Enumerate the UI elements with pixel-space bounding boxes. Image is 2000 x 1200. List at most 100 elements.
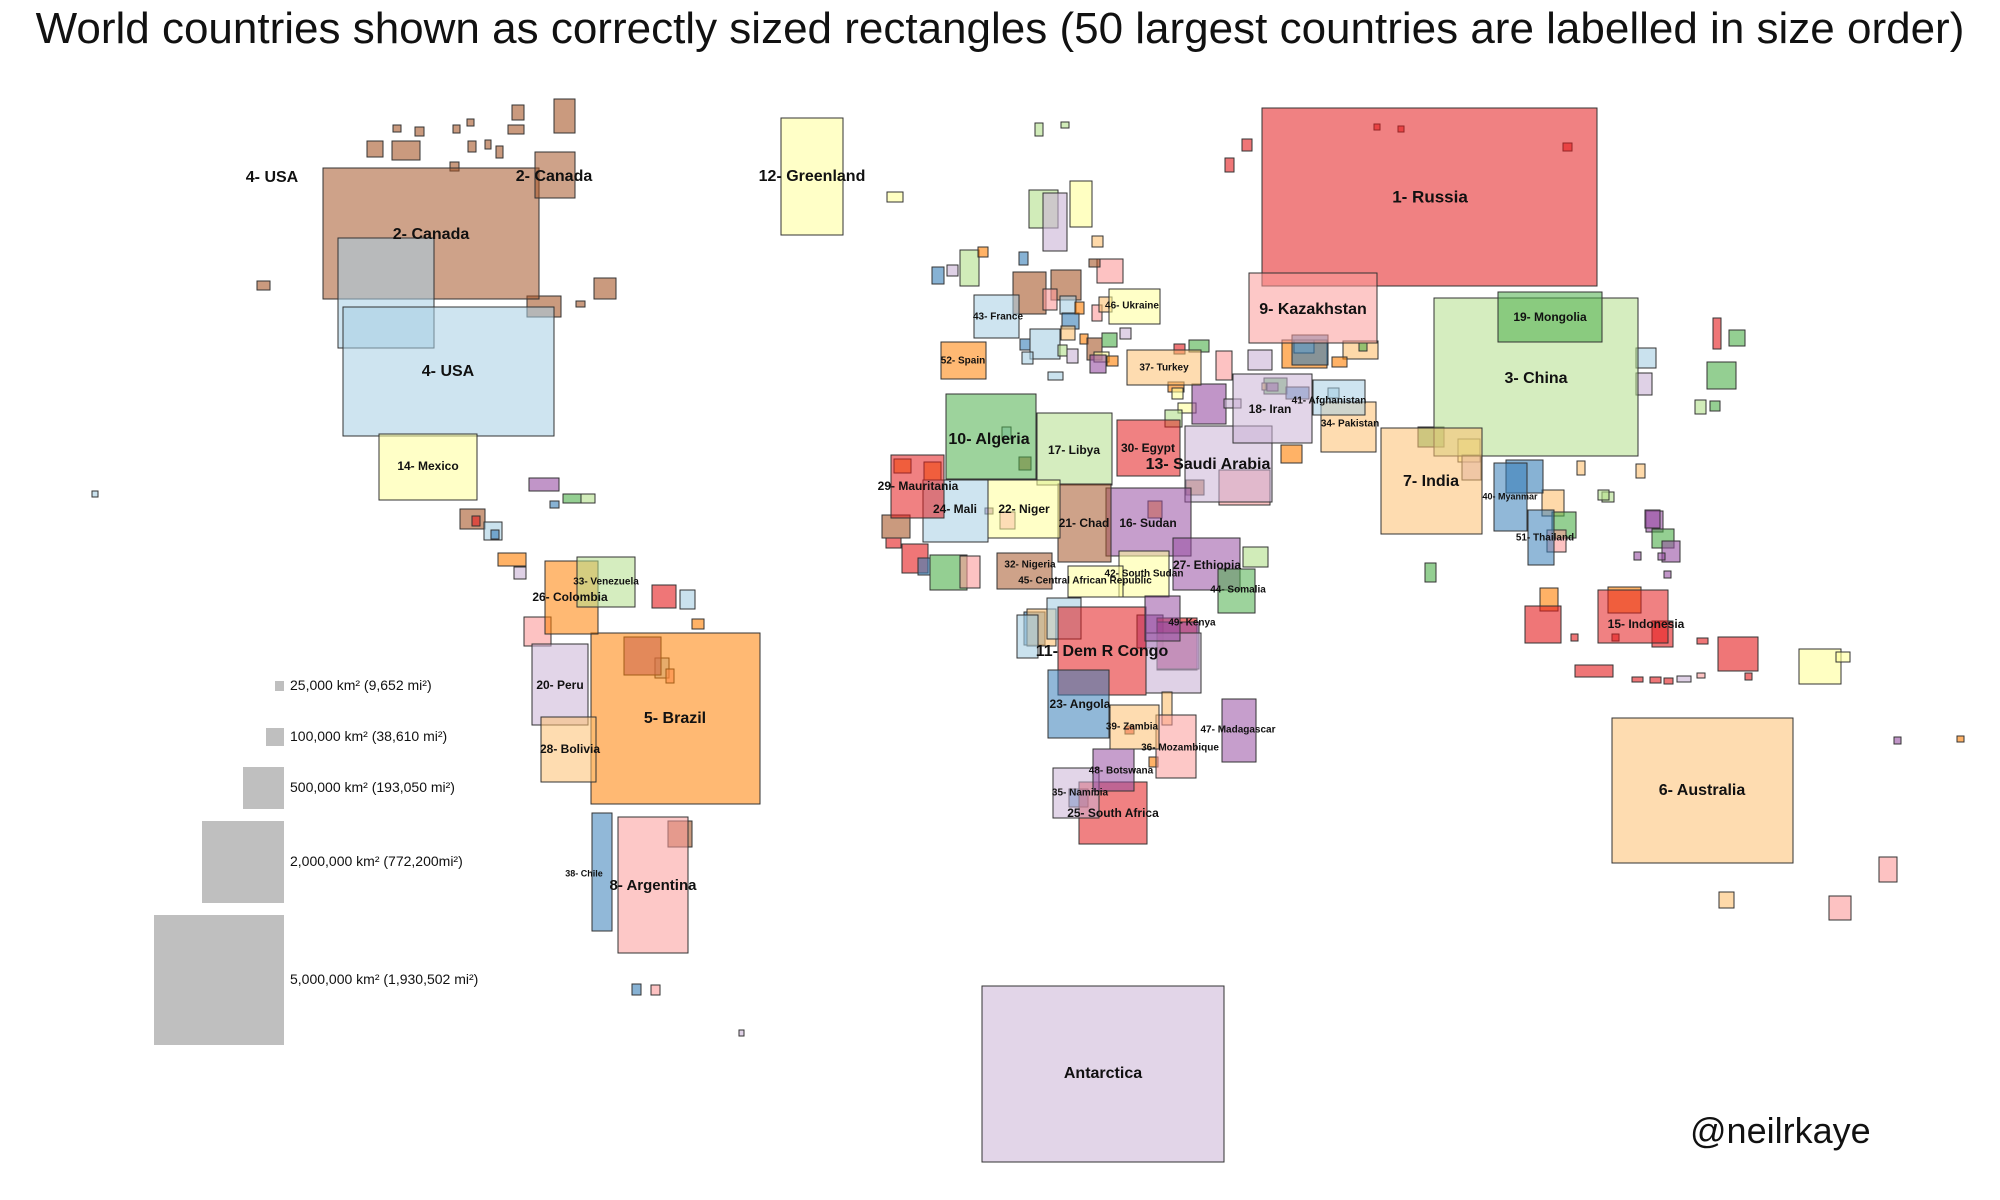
country-rect bbox=[1088, 258, 1101, 268]
country-rect bbox=[1060, 325, 1076, 341]
country bbox=[1527, 509, 1555, 566]
country-rect bbox=[1042, 288, 1058, 311]
country-rect bbox=[1118, 550, 1170, 598]
country-rect bbox=[1057, 344, 1068, 357]
country-rect bbox=[1649, 676, 1662, 684]
country bbox=[1380, 427, 1483, 535]
country-label: 9- Kazakhstan bbox=[1259, 301, 1367, 318]
country-rect bbox=[946, 264, 959, 277]
country-label: 26- Colombia bbox=[532, 590, 608, 604]
country-rect bbox=[1712, 317, 1722, 350]
country-rect bbox=[977, 246, 989, 258]
country-label: 42- South Sudan bbox=[1105, 569, 1184, 580]
country-label: 11- Dem R Congo bbox=[1036, 643, 1169, 660]
country-rect bbox=[1676, 675, 1692, 683]
country bbox=[342, 306, 555, 437]
country-label: 20- Peru bbox=[536, 678, 583, 692]
country-rect bbox=[1145, 632, 1202, 694]
country-label: 2- Canada bbox=[393, 226, 470, 243]
country bbox=[1261, 107, 1598, 287]
country-rect bbox=[580, 493, 596, 504]
country-rect bbox=[1597, 489, 1610, 501]
country bbox=[1036, 412, 1113, 486]
country-rect bbox=[484, 139, 492, 150]
country-label: 49- Kenya bbox=[1168, 618, 1216, 629]
country-rect bbox=[513, 566, 527, 580]
country bbox=[780, 117, 844, 236]
country bbox=[940, 341, 987, 380]
country-rect bbox=[1331, 356, 1348, 368]
country-label: 4- USA bbox=[246, 169, 299, 186]
country-rect bbox=[507, 124, 525, 135]
country bbox=[378, 433, 478, 501]
country-rect bbox=[959, 249, 980, 287]
country bbox=[1144, 595, 1181, 642]
country-label: 16- Sudan bbox=[1119, 516, 1176, 530]
country-rect bbox=[511, 104, 525, 121]
country-rect bbox=[1089, 354, 1107, 374]
country-rect bbox=[1232, 373, 1313, 444]
country-rect bbox=[1893, 736, 1902, 745]
country-rect bbox=[1242, 546, 1269, 568]
legend-label: 25,000 km² (9,652 mi²) bbox=[290, 677, 432, 693]
country-rect bbox=[1798, 648, 1842, 685]
country-rect bbox=[528, 477, 560, 492]
country-rect bbox=[466, 118, 475, 127]
country-rect bbox=[1019, 338, 1031, 351]
country-label: 32- Nigeria bbox=[1004, 560, 1056, 571]
country-rect bbox=[1380, 427, 1483, 535]
country-rect bbox=[1144, 595, 1181, 642]
country bbox=[987, 479, 1061, 539]
country-rect bbox=[1728, 329, 1746, 347]
country-label: 14- Mexico bbox=[397, 459, 458, 473]
country-rect bbox=[534, 151, 576, 199]
country-rect bbox=[1493, 462, 1528, 532]
country-label: 29- Mauritania bbox=[878, 479, 959, 493]
country bbox=[1248, 272, 1378, 344]
country bbox=[617, 816, 689, 954]
country-rect bbox=[1074, 301, 1085, 315]
country-rect bbox=[981, 985, 1225, 1163]
country-rect bbox=[1717, 636, 1759, 672]
country bbox=[540, 716, 597, 783]
country-rect bbox=[1424, 562, 1437, 583]
country-rect bbox=[650, 984, 661, 996]
country-rect bbox=[1744, 672, 1753, 681]
country bbox=[1116, 419, 1181, 477]
country-rect bbox=[1116, 419, 1181, 477]
country-rect bbox=[1312, 379, 1366, 416]
country-rect bbox=[1524, 605, 1562, 644]
country-label: 15- Indonesia bbox=[1608, 617, 1685, 631]
country-label: 38- Chile bbox=[565, 868, 603, 878]
country-rect bbox=[1497, 291, 1603, 343]
country-rect bbox=[1718, 891, 1735, 909]
country-rect bbox=[1016, 614, 1039, 659]
country-rect bbox=[1574, 664, 1614, 678]
country-rect bbox=[1224, 157, 1235, 173]
country-label: 36- Mozambique bbox=[1141, 743, 1219, 754]
country-rect bbox=[1047, 669, 1110, 739]
country-rect bbox=[1663, 677, 1674, 685]
country-label: 5- Brazil bbox=[644, 710, 706, 727]
country-rect bbox=[1696, 637, 1709, 645]
country-rect bbox=[1611, 717, 1794, 864]
country-label: 6- Australia bbox=[1659, 782, 1746, 799]
country-rect bbox=[940, 341, 987, 380]
country-rect bbox=[890, 454, 945, 519]
legend-swatch bbox=[242, 767, 284, 809]
country-rect bbox=[342, 306, 555, 437]
country-rect bbox=[959, 555, 981, 589]
country-label: 7- India bbox=[1403, 473, 1459, 490]
country-label: 12- Greenland bbox=[759, 168, 866, 185]
country-rect bbox=[1021, 351, 1034, 365]
country bbox=[1108, 288, 1161, 325]
country bbox=[981, 985, 1225, 1163]
country-rect bbox=[452, 124, 461, 134]
page-title: World countries shown as correctly sized… bbox=[35, 4, 1965, 53]
country-label: 2- Canada bbox=[516, 168, 593, 185]
country-label: 4- USA bbox=[422, 363, 475, 380]
country-label: 18- Iran bbox=[1249, 402, 1292, 416]
country-label: 13- Saudi Arabia bbox=[1146, 456, 1271, 473]
country-label: 10- Algeria bbox=[948, 431, 1029, 448]
country bbox=[1611, 717, 1794, 864]
